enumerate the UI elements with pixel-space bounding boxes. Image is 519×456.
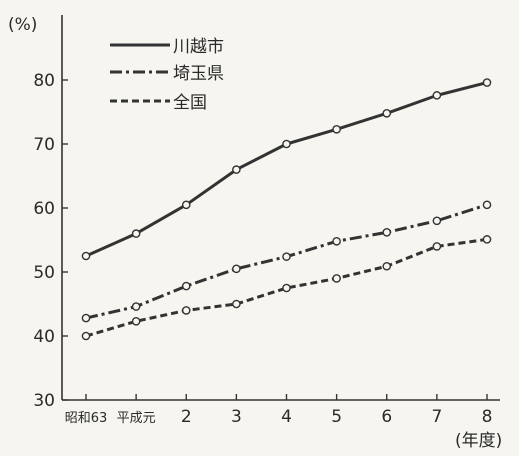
legend-label: 全国: [173, 93, 207, 113]
data-point: [282, 283, 291, 293]
x-tick-label: 3: [231, 407, 242, 427]
series-line: [85, 237, 488, 338]
legend-label: 埼玉県: [173, 64, 224, 84]
data-point: [232, 165, 241, 174]
y-tick-label: 70: [33, 135, 55, 155]
data-point: [282, 252, 291, 261]
data-point: [332, 124, 341, 134]
data-point: [81, 313, 91, 323]
data-point: [482, 78, 492, 87]
x-tick-label: 昭和63: [65, 411, 108, 426]
legend-label: 川越市: [173, 37, 224, 57]
series-line: [85, 81, 488, 258]
x-tick-label: 平成元: [117, 411, 156, 426]
data-point: [482, 235, 492, 244]
x-tick-label: 4: [281, 407, 292, 427]
data-point: [181, 306, 191, 315]
data-point: [382, 228, 392, 237]
x-tick-label: 8: [482, 407, 493, 427]
x-tick-label: 2: [181, 407, 192, 427]
x-axis-unit-label: (年度): [455, 431, 502, 451]
series-2: [81, 200, 492, 323]
data-point: [81, 331, 91, 341]
y-ticks: 30 40 50 60 70 80: [33, 71, 68, 411]
data-point: [482, 200, 492, 210]
series-group: [81, 78, 492, 341]
data-point: [332, 274, 341, 283]
x-tick-label: 6: [381, 407, 392, 427]
series-1: [81, 78, 492, 261]
y-tick-label: 80: [33, 71, 55, 91]
data-point: [432, 242, 442, 251]
x-tick-label: 7: [431, 407, 442, 427]
data-point: [81, 251, 91, 261]
x-tick-label: 5: [331, 407, 342, 427]
y-tick-label: 50: [33, 263, 55, 283]
data-point: [181, 281, 191, 291]
series-line: [85, 203, 488, 320]
data-point: [232, 299, 241, 309]
data-point: [432, 216, 442, 226]
y-tick-label: 40: [33, 327, 55, 347]
data-point: [382, 108, 392, 118]
y-tick-label: 60: [33, 199, 55, 219]
data-point: [131, 316, 141, 326]
series-3: [81, 235, 492, 341]
y-axis-unit-label: (%): [8, 15, 37, 35]
data-point: [332, 236, 341, 246]
data-point: [131, 229, 141, 238]
data-point: [432, 91, 442, 100]
data-point: [181, 200, 191, 210]
x-ticks: 昭和63 平成元 2 3 4 5 6 7 8: [65, 394, 493, 427]
data-point: [282, 139, 291, 149]
data-point: [131, 302, 141, 311]
data-point: [232, 264, 241, 274]
data-point: [382, 261, 392, 271]
y-tick-label: 30: [33, 391, 55, 411]
